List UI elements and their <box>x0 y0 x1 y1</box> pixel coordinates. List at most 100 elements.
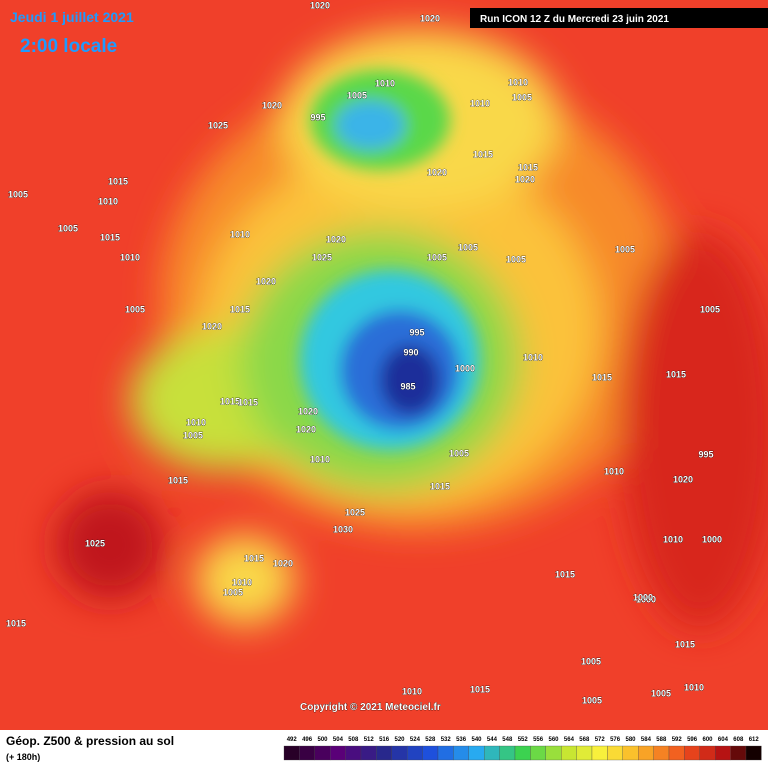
map-field <box>0 0 768 730</box>
copyright: Copyright © 2021 Meteociel.fr <box>300 702 441 713</box>
footer-title: Géop. Z500 & pression au sol <box>6 734 174 748</box>
isobar-label: 1030 <box>333 524 353 534</box>
isobar-label: 1020 <box>427 167 447 177</box>
isobar-label: 1020 <box>326 234 346 244</box>
scale-cell <box>422 745 439 761</box>
isobar-label: 1010 <box>375 78 395 88</box>
scale-cell <box>453 745 469 761</box>
isobar-label: 1020 <box>256 276 276 286</box>
isobar-label: 1020 <box>310 0 330 10</box>
isobar-label: 1020 <box>420 13 440 23</box>
scale-label: 504 <box>333 737 344 743</box>
scale-label: 528 <box>425 737 436 743</box>
scale-cell <box>730 745 747 761</box>
isobar-label: 1025 <box>345 507 365 517</box>
isobar-label: 1005 <box>458 242 478 252</box>
isobar-label: 1015 <box>666 369 686 379</box>
scale-label: 604 <box>718 737 729 743</box>
isobar-label: 1025 <box>208 120 228 130</box>
scale-label: 524 <box>410 737 421 743</box>
scale-label: 592 <box>672 737 683 743</box>
scale-cell <box>299 745 315 761</box>
color-scale: 492 496 500 504 508 512 516 520 524 528 532 536 540 5… <box>283 737 762 761</box>
isobar-label: 1010 <box>98 196 118 206</box>
scale-label: 500 <box>317 737 328 743</box>
scale-cell <box>345 745 362 761</box>
scale-label: 572 <box>595 737 606 743</box>
isobar-label: 1020 <box>262 100 282 110</box>
scale-label: 536 <box>456 737 467 743</box>
isobar-label: 1005 <box>8 189 28 199</box>
scale-label: 608 <box>733 737 744 743</box>
isobar-label: 1010 <box>684 682 704 692</box>
scale-cell <box>514 745 531 761</box>
isobar-label: 1010 <box>523 352 543 362</box>
scale-cell <box>468 745 485 761</box>
isobar-label: 1010 <box>402 686 422 696</box>
isobar-label: 985 <box>400 381 415 391</box>
scale-cell <box>668 745 685 761</box>
isobar-label: 1015 <box>555 569 575 579</box>
isobar-label: 1005 <box>506 254 526 264</box>
scale-cell <box>745 745 762 761</box>
isobar-label: 1015 <box>220 396 240 406</box>
scale-cell <box>653 745 670 761</box>
scale-label: 612 <box>749 737 760 743</box>
isobar-label: 1005 <box>615 244 635 254</box>
isobar-label: 990 <box>403 347 418 357</box>
isobar-label: 1015 <box>238 397 258 407</box>
isobar-label: 1015 <box>473 149 493 159</box>
isobar-label: 1010 <box>230 229 250 239</box>
scale-cell <box>376 745 392 761</box>
date-text: Jeudi 1 juillet 2021 <box>10 9 134 25</box>
isobar-label: 995 <box>698 449 713 459</box>
isobar-label: 1015 <box>100 232 120 242</box>
scale-label: 492 <box>287 737 298 743</box>
isobar-label: 1010 <box>663 534 683 544</box>
time-text: 2:00 locale <box>20 36 117 57</box>
scale-label: 544 <box>487 737 498 743</box>
isobar-label: 995 <box>310 112 325 122</box>
isobar-label: 1020 <box>296 424 316 434</box>
isobar-label: 1010 <box>186 417 206 427</box>
scale-label: 568 <box>579 737 590 743</box>
isobar-label: 1020 <box>298 406 318 416</box>
isobar-label: 1005 <box>651 688 671 698</box>
isobar-label: 1020 <box>202 321 222 331</box>
isobar-label: 1010 <box>120 252 140 262</box>
isobar-label: 1005 <box>700 304 720 314</box>
isobar-label: 1015 <box>244 553 264 563</box>
scale-label: 556 <box>533 737 544 743</box>
isobar-label: 1005 <box>449 448 469 458</box>
isobar-label: 1010 <box>470 98 490 108</box>
scale-cell <box>607 745 623 761</box>
isobar-label: 1015 <box>108 176 128 186</box>
scale-cell <box>314 745 331 761</box>
scale-label: 596 <box>687 737 698 743</box>
isobar-label: 1005 <box>183 430 203 440</box>
isobar-label: 1005 <box>223 587 243 597</box>
isobar-label: 1005 <box>512 92 532 102</box>
scale-cell <box>699 745 716 761</box>
isobar-label: 1000 <box>633 592 653 602</box>
isobar-label: 1015 <box>592 372 612 382</box>
isobar-label: 1015 <box>470 684 490 694</box>
isobar-label: 1015 <box>168 475 188 485</box>
scale-cell <box>638 745 654 761</box>
scale-cell <box>622 745 639 761</box>
isobar-label: 1025 <box>85 538 105 548</box>
isobar-label: 1025 <box>312 252 332 262</box>
isobar-label: 1005 <box>581 656 601 666</box>
scale-cell <box>684 745 700 761</box>
scale-label: 496 <box>302 737 313 743</box>
isobar-label: 1010 <box>604 466 624 476</box>
isobar-label: 1015 <box>230 304 250 314</box>
scale-cell <box>715 745 731 761</box>
isobar-label: 1010 <box>508 77 528 87</box>
scale-label: 580 <box>625 737 636 743</box>
scale-label: 552 <box>518 737 529 743</box>
isobar-label: 1020 <box>273 558 293 568</box>
isobar-label: 1000 <box>636 594 656 604</box>
